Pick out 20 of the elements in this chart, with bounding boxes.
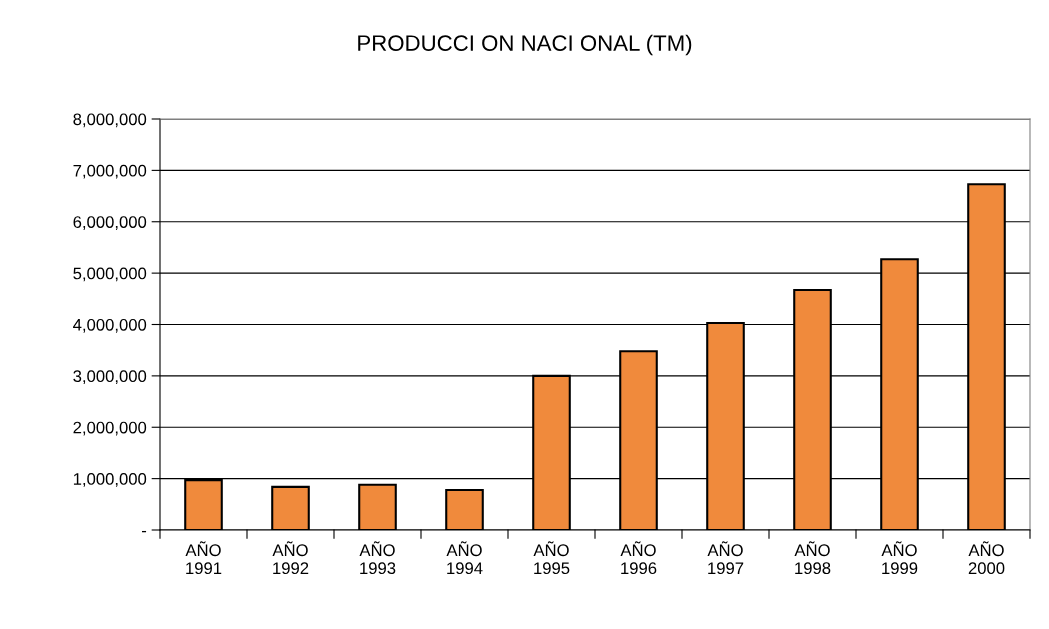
y-tick-label: - <box>142 530 147 533</box>
y-tick-label: 6,000,000 <box>73 216 147 230</box>
y-tick-label: 8,000,000 <box>73 113 147 128</box>
x-tick-label: AÑO 1992 <box>272 541 309 575</box>
y-tick-label: 1,000,000 <box>73 473 147 487</box>
x-tick-label: AÑO 2000 <box>968 541 1005 575</box>
y-tick-label: 2,000,000 <box>73 421 147 436</box>
y-tick-label: 5,000,000 <box>73 267 147 282</box>
x-tick-label: AÑO 1999 <box>881 541 918 575</box>
x-tick-label: AÑO 1996 <box>620 541 657 575</box>
x-tick-label: AÑO 1993 <box>359 541 396 575</box>
y-tick-label: 4,000,000 <box>73 318 147 333</box>
x-tick-label: AÑO 1998 <box>794 541 831 575</box>
y-tick-label: 7,000,000 <box>73 164 147 179</box>
y-tick-label: 3,000,000 <box>73 370 147 385</box>
x-tick-label: AÑO 1995 <box>533 541 570 575</box>
x-tick-label: AÑO 1991 <box>185 541 222 575</box>
x-tick-label: AÑO 1997 <box>707 541 744 575</box>
chart-title: PRODUCCI ON NACI ONAL (TM) <box>358 34 692 56</box>
x-tick-label: AÑO 1994 <box>446 541 483 575</box>
